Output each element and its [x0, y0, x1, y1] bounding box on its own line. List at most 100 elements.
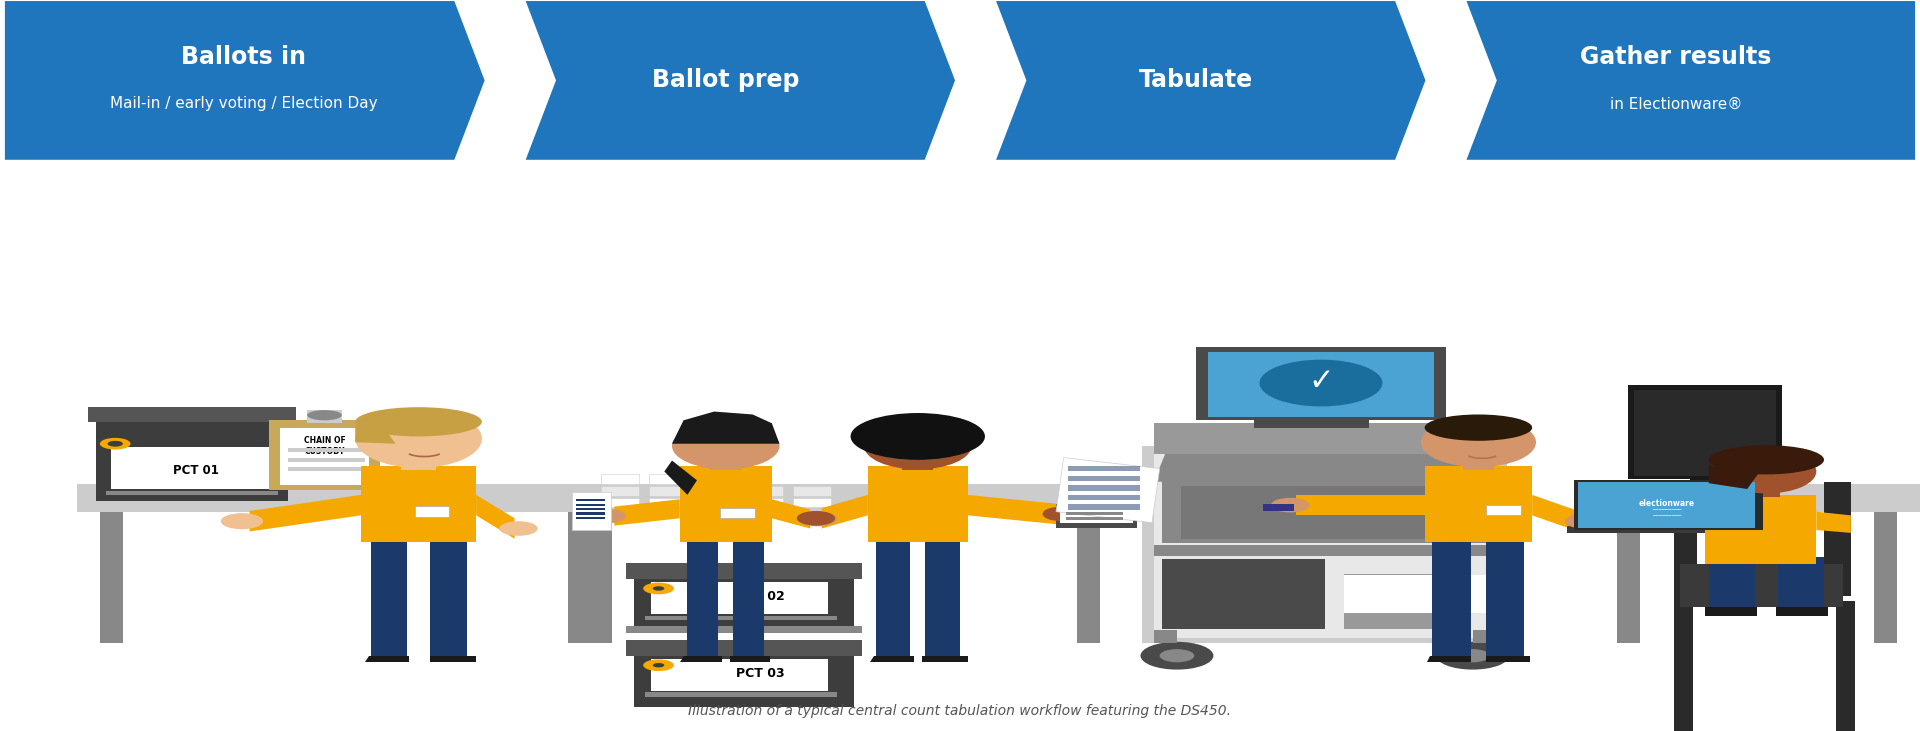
- Polygon shape: [1427, 656, 1471, 662]
- Polygon shape: [1465, 0, 1916, 161]
- FancyBboxPatch shape: [1432, 542, 1471, 656]
- FancyBboxPatch shape: [1068, 476, 1140, 481]
- FancyBboxPatch shape: [1836, 601, 1855, 731]
- Polygon shape: [524, 0, 956, 161]
- Ellipse shape: [851, 413, 985, 460]
- FancyBboxPatch shape: [1874, 512, 1897, 643]
- Text: PCT 02: PCT 02: [735, 590, 785, 603]
- FancyBboxPatch shape: [576, 508, 605, 510]
- Ellipse shape: [1425, 414, 1532, 441]
- FancyBboxPatch shape: [626, 563, 862, 579]
- FancyBboxPatch shape: [572, 492, 611, 530]
- Polygon shape: [922, 656, 968, 662]
- Ellipse shape: [799, 512, 837, 526]
- Text: CHAIN OF
CUSTODY: CHAIN OF CUSTODY: [303, 436, 346, 456]
- FancyBboxPatch shape: [626, 626, 862, 633]
- FancyBboxPatch shape: [601, 486, 639, 496]
- FancyBboxPatch shape: [651, 659, 828, 691]
- FancyBboxPatch shape: [645, 616, 837, 620]
- FancyBboxPatch shape: [710, 452, 741, 470]
- Ellipse shape: [1140, 642, 1213, 670]
- FancyBboxPatch shape: [568, 512, 591, 643]
- Polygon shape: [476, 495, 515, 539]
- Polygon shape: [1603, 510, 1705, 530]
- Ellipse shape: [1271, 498, 1309, 512]
- FancyBboxPatch shape: [1690, 474, 1732, 483]
- Ellipse shape: [797, 511, 835, 526]
- Polygon shape: [968, 495, 1056, 524]
- Ellipse shape: [1421, 417, 1536, 467]
- Ellipse shape: [653, 586, 664, 591]
- FancyBboxPatch shape: [1674, 601, 1693, 731]
- FancyBboxPatch shape: [1344, 574, 1440, 629]
- Ellipse shape: [864, 423, 972, 469]
- FancyBboxPatch shape: [401, 451, 436, 470]
- Polygon shape: [1816, 512, 1851, 533]
- Text: Tabulate: Tabulate: [1139, 69, 1254, 92]
- Polygon shape: [355, 416, 396, 444]
- Polygon shape: [730, 656, 770, 662]
- FancyBboxPatch shape: [1181, 486, 1469, 539]
- FancyBboxPatch shape: [601, 474, 639, 484]
- FancyBboxPatch shape: [651, 582, 828, 614]
- Ellipse shape: [499, 521, 538, 536]
- Text: Gather results: Gather results: [1580, 45, 1772, 69]
- FancyBboxPatch shape: [1056, 504, 1137, 528]
- FancyBboxPatch shape: [1778, 557, 1824, 607]
- FancyBboxPatch shape: [1578, 482, 1755, 528]
- FancyBboxPatch shape: [1709, 557, 1755, 607]
- FancyBboxPatch shape: [576, 499, 605, 501]
- FancyBboxPatch shape: [634, 566, 854, 630]
- FancyBboxPatch shape: [77, 484, 614, 512]
- FancyBboxPatch shape: [1674, 501, 1697, 607]
- FancyBboxPatch shape: [1594, 484, 1920, 512]
- Polygon shape: [672, 412, 780, 444]
- Ellipse shape: [643, 659, 674, 671]
- Polygon shape: [430, 656, 476, 662]
- FancyBboxPatch shape: [1486, 542, 1524, 656]
- FancyBboxPatch shape: [793, 498, 831, 507]
- FancyBboxPatch shape: [733, 542, 764, 656]
- FancyBboxPatch shape: [1567, 526, 1770, 533]
- FancyBboxPatch shape: [1463, 451, 1494, 470]
- FancyBboxPatch shape: [1751, 481, 1780, 497]
- Ellipse shape: [355, 409, 482, 468]
- Ellipse shape: [1578, 511, 1617, 526]
- FancyBboxPatch shape: [1154, 545, 1496, 556]
- Ellipse shape: [100, 438, 131, 450]
- FancyBboxPatch shape: [1617, 512, 1640, 643]
- Ellipse shape: [1455, 649, 1490, 662]
- FancyBboxPatch shape: [634, 643, 854, 707]
- Polygon shape: [250, 495, 361, 531]
- FancyBboxPatch shape: [649, 498, 687, 507]
- Ellipse shape: [1716, 450, 1816, 493]
- FancyBboxPatch shape: [745, 498, 783, 507]
- FancyBboxPatch shape: [680, 466, 772, 542]
- FancyBboxPatch shape: [1142, 446, 1507, 643]
- FancyBboxPatch shape: [576, 504, 605, 506]
- FancyBboxPatch shape: [1705, 495, 1816, 564]
- FancyBboxPatch shape: [902, 452, 933, 470]
- FancyBboxPatch shape: [1068, 466, 1140, 471]
- Ellipse shape: [1709, 445, 1824, 474]
- Polygon shape: [1532, 495, 1578, 531]
- Polygon shape: [1486, 656, 1530, 662]
- FancyBboxPatch shape: [307, 410, 342, 423]
- Ellipse shape: [672, 423, 780, 469]
- FancyBboxPatch shape: [1824, 482, 1851, 596]
- Polygon shape: [822, 495, 868, 529]
- Text: Ballot prep: Ballot prep: [653, 69, 799, 92]
- FancyBboxPatch shape: [720, 508, 755, 518]
- Polygon shape: [1154, 453, 1496, 482]
- Ellipse shape: [1565, 514, 1603, 529]
- FancyBboxPatch shape: [1263, 504, 1294, 511]
- FancyBboxPatch shape: [1154, 630, 1177, 643]
- Ellipse shape: [1260, 360, 1382, 406]
- FancyBboxPatch shape: [1473, 630, 1496, 643]
- Polygon shape: [1705, 607, 1757, 616]
- FancyBboxPatch shape: [100, 512, 123, 643]
- FancyBboxPatch shape: [589, 512, 612, 643]
- FancyBboxPatch shape: [1196, 347, 1446, 420]
- FancyBboxPatch shape: [1077, 512, 1100, 643]
- FancyBboxPatch shape: [645, 692, 837, 697]
